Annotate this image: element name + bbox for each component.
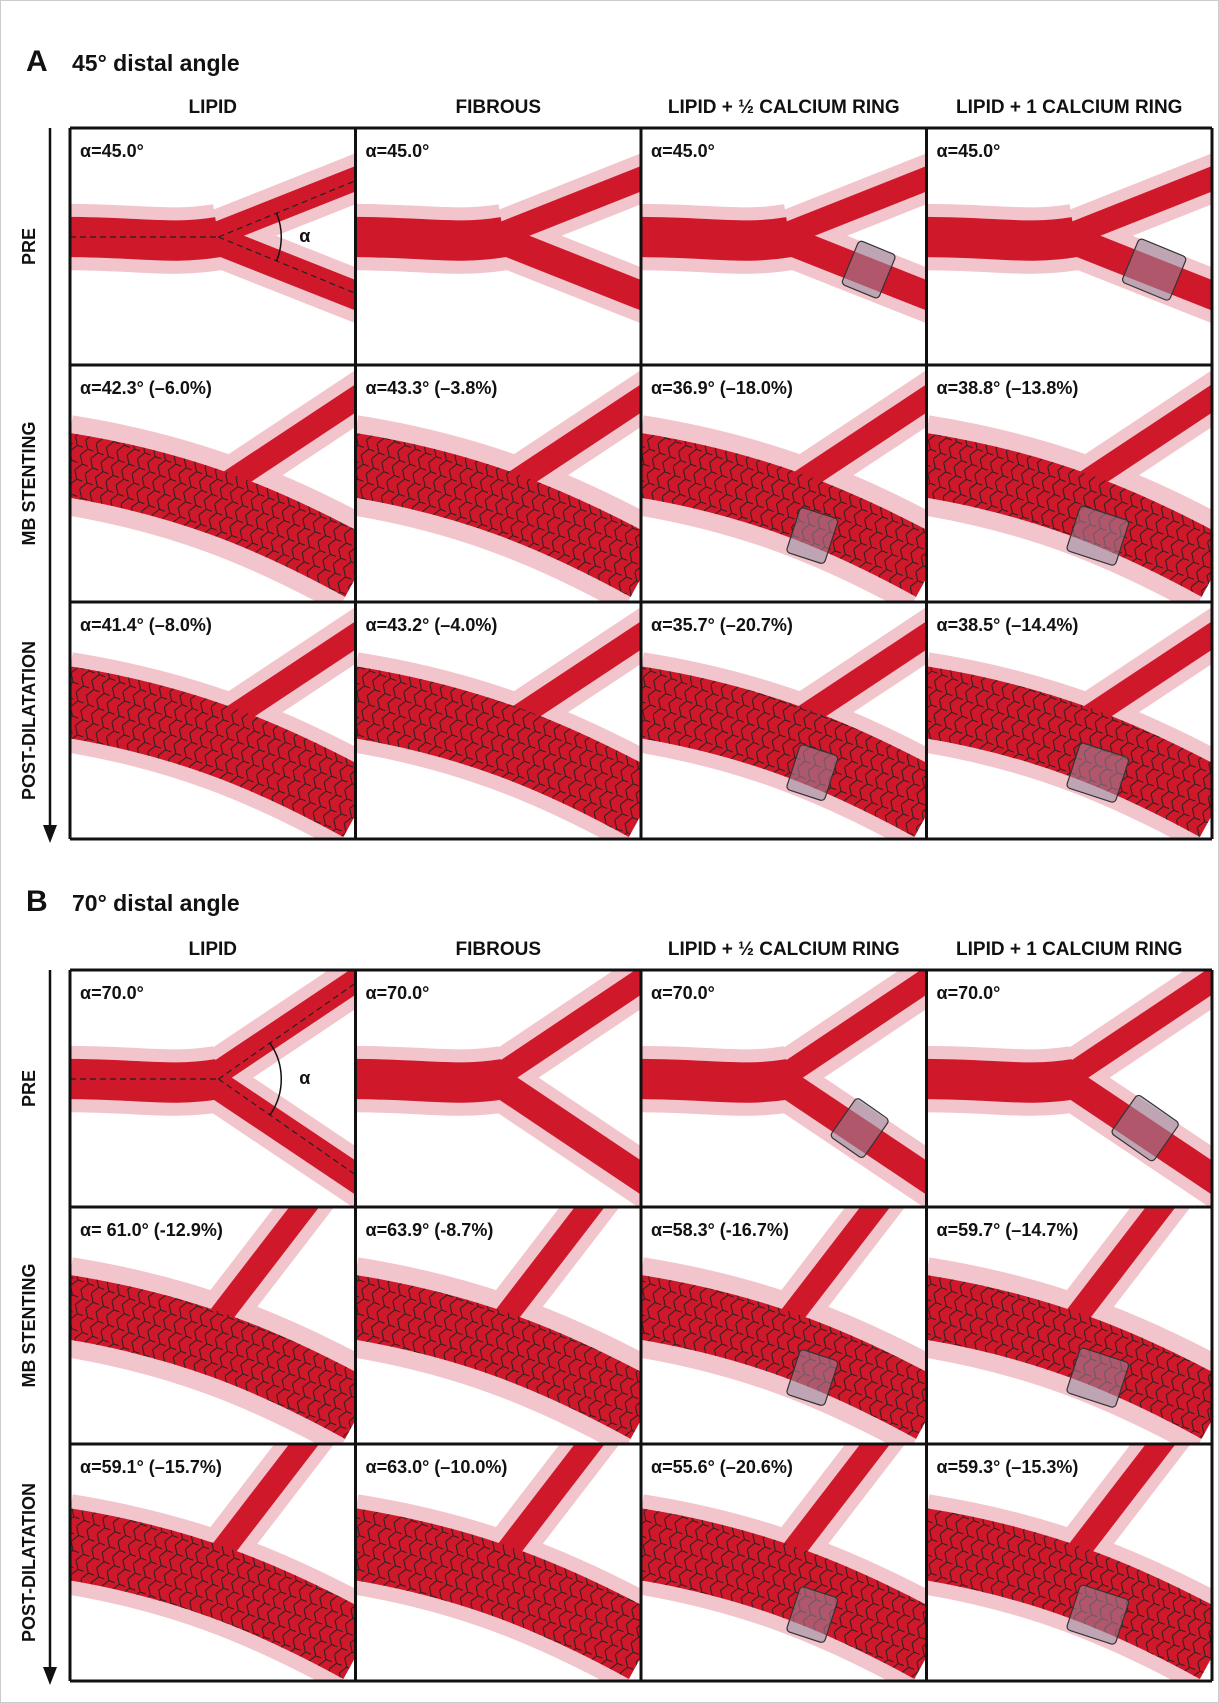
row-label: POST-DILATATION (19, 1483, 39, 1642)
row-label: POST-DILATATION (19, 641, 39, 800)
cell-angle-label: α=45.0° (651, 141, 715, 161)
arrow-head (43, 825, 57, 843)
cell-angle-label: α=41.4° (–8.0%) (80, 615, 212, 635)
cell-angle-label: α=59.1° (–15.7%) (80, 1457, 222, 1477)
row-label: MB STENTING (19, 422, 39, 546)
angle-symbol: α (299, 226, 310, 246)
cell-angle-label: α= 61.0° (-12.9%) (80, 1220, 223, 1240)
figure: A 45° distal angle LIPID FIBROUS LIPID + ½ C… (0, 0, 1219, 1703)
vessel (636, 237, 789, 241)
column-header: FIBROUS (456, 97, 542, 118)
angle-symbol: α (299, 1068, 310, 1088)
cell-angle-label: α=36.9° (–18.0%) (651, 378, 793, 398)
column-header: LIPID + ½ CALCIUM RING (668, 97, 900, 118)
cell-angle-label: α=45.0° (366, 141, 430, 161)
column-header: LIPID (188, 939, 237, 960)
cell-angle-label: α=38.5° (–14.4%) (937, 615, 1079, 635)
vessel (922, 1079, 1075, 1083)
cell-angle-label: α=55.6° (–20.6%) (651, 1457, 793, 1477)
column-header: LIPID + ½ CALCIUM RING (668, 939, 900, 960)
cell-angle-label: α=45.0° (937, 141, 1001, 161)
panel-label: A (26, 45, 48, 78)
cell-angle-label: α=38.8° (–13.8%) (937, 378, 1079, 398)
column-header: LIPID + 1 CALCIUM RING (956, 97, 1182, 118)
row-label: PRE (19, 228, 39, 265)
cell-angle-label: α=43.2° (–4.0%) (366, 615, 498, 635)
cell-angle-label: α=45.0° (80, 141, 144, 161)
panel-title: 70° distal angle (72, 890, 240, 916)
cell-drawing (922, 128, 1219, 345)
column-header: LIPID (188, 97, 237, 118)
cell-angle-label: α=63.0° (–10.0%) (366, 1457, 508, 1477)
cell-angle-label: α=43.3° (–3.8%) (366, 378, 498, 398)
cell-angle-label: α=59.3° (–15.3%) (937, 1457, 1079, 1477)
cell-angle-label: α=59.7° (–14.7%) (937, 1220, 1079, 1240)
vessel (922, 237, 1075, 241)
cell-angle-label: α=35.7° (–20.7%) (651, 615, 793, 635)
column-header: FIBROUS (456, 939, 542, 960)
cell-angle-label: α=58.3° (-16.7%) (651, 1220, 789, 1240)
panel-title: 45° distal angle (72, 50, 240, 76)
cell-angle-label: α=70.0° (937, 983, 1001, 1003)
vessel (351, 237, 504, 241)
cell-drawing (922, 915, 1219, 1242)
vessel (636, 1079, 789, 1083)
cell-angle-label: α=70.0° (80, 983, 144, 1003)
cell-angle-label: α=42.3° (–6.0%) (80, 378, 212, 398)
cell-angle-label: α=63.9° (-8.7%) (366, 1220, 494, 1240)
arrow-head (43, 1667, 57, 1685)
row-label: PRE (19, 1070, 39, 1107)
vessel (351, 1079, 504, 1083)
panel-label: B (26, 885, 48, 918)
column-header: LIPID + 1 CALCIUM RING (956, 939, 1182, 960)
cell-angle-label: α=70.0° (651, 983, 715, 1003)
cell-angle-label: α=70.0° (366, 983, 430, 1003)
row-label: MB STENTING (19, 1264, 39, 1388)
